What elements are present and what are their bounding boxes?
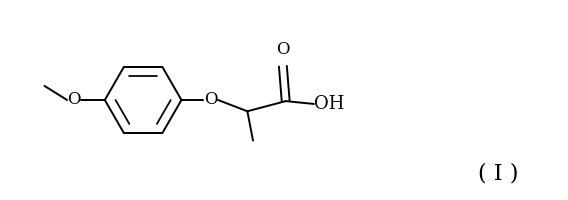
- Text: O: O: [204, 92, 218, 108]
- Text: OH: OH: [314, 95, 344, 113]
- Text: O: O: [67, 92, 81, 108]
- Text: ( I ): ( I ): [478, 162, 519, 184]
- Text: O: O: [276, 41, 290, 58]
